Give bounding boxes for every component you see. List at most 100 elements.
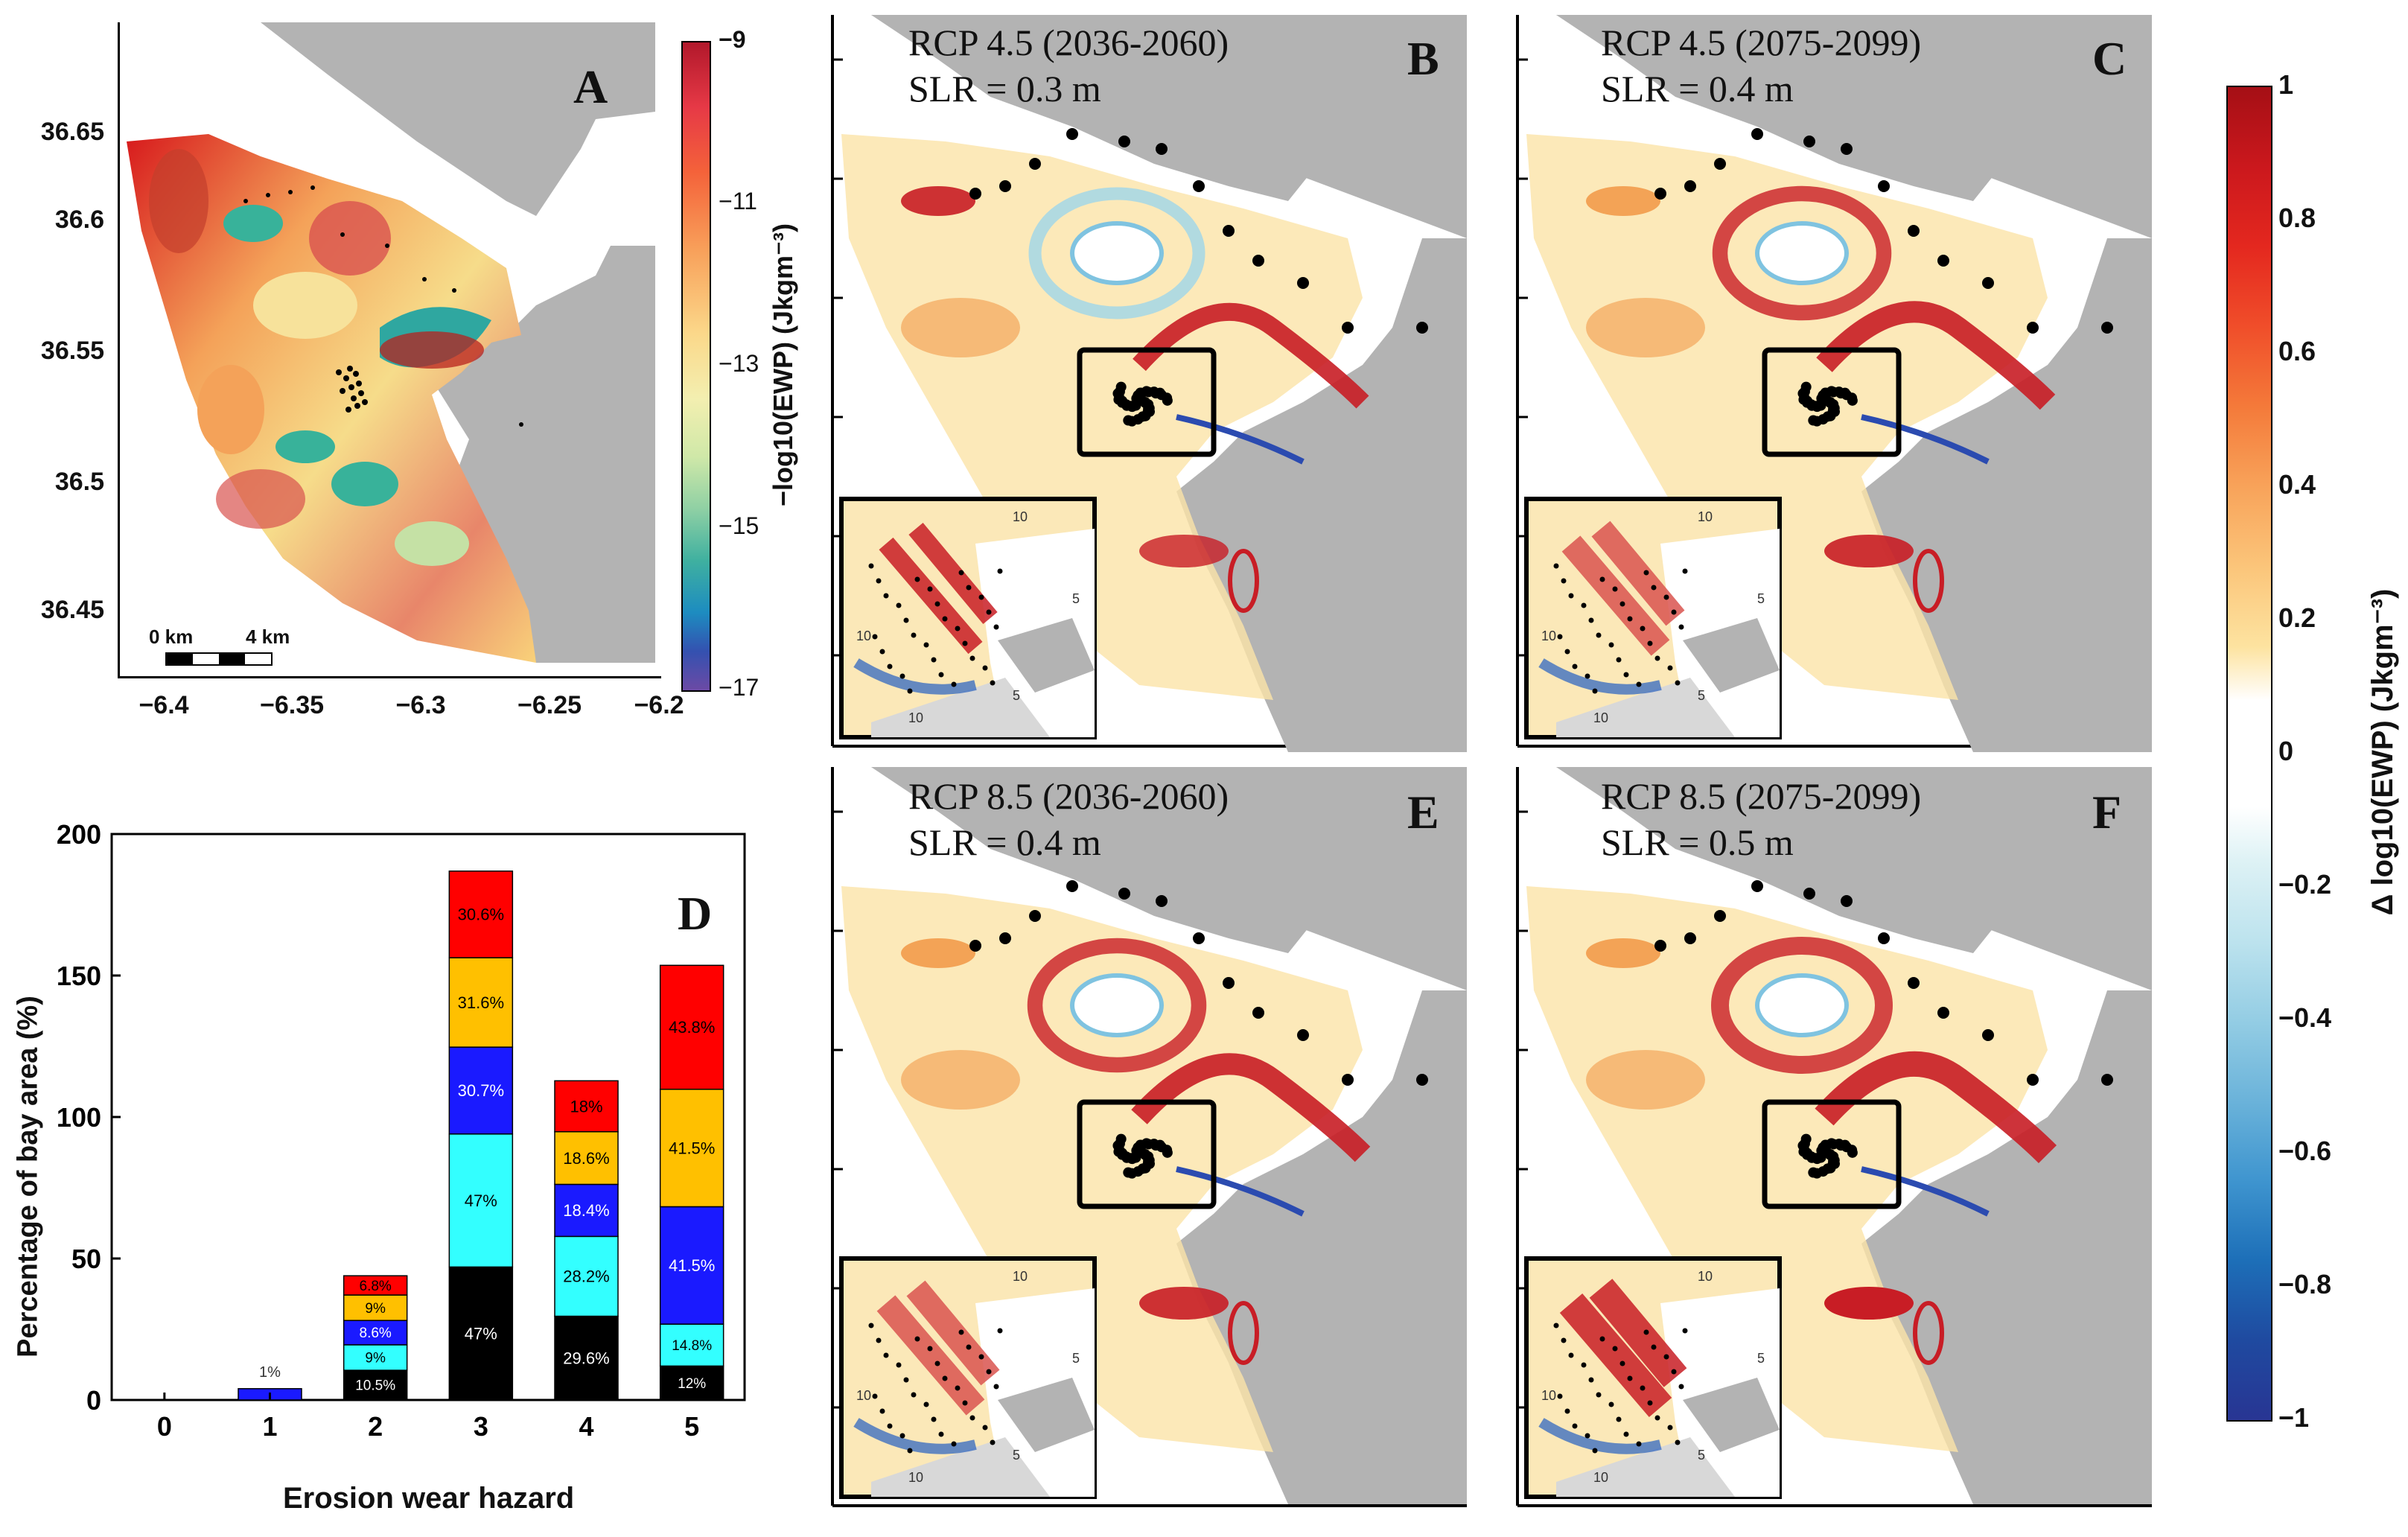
inset-dot [1682,568,1688,574]
inset-dot [986,609,992,615]
inset-dot [942,1375,948,1381]
inset-land [871,678,1050,737]
inset-dot [986,1369,992,1375]
inset-dot [872,1393,878,1399]
colorbar-tick: −11 [719,188,757,214]
bar-segment-black [554,1315,619,1401]
inset-dot [927,586,933,592]
panel-c-map: 10 5 10 5 10 [1516,15,2152,752]
bar-segment-blue [343,1320,408,1346]
colorbar-a [681,41,711,692]
inset-erosion [1538,658,1662,695]
panel-a-y-axis [118,22,120,678]
inset-dot [1654,655,1660,661]
inset-land [998,1378,1095,1452]
inset-dot [969,655,975,661]
site-dot [1342,322,1354,334]
y-tick-label: 150 [57,961,101,991]
cluster-dot [1802,1148,1813,1159]
panel-b-map: 10 5 10 5 10 [831,15,1467,752]
bar-segment-blue [448,1046,514,1135]
patch [1824,535,1914,567]
inset-dot [931,657,937,663]
site-dot [1982,1029,1994,1041]
bar-segment-cyan [659,1323,724,1367]
inset-dot [1608,1401,1614,1407]
bar-data-label: 47% [465,1324,497,1343]
site-dot [1841,895,1853,907]
cluster-dot [1822,1163,1833,1174]
inset: 10 5 10 5 10 [1524,497,1782,739]
inset-dot [962,640,968,646]
site-dot [1908,977,1920,989]
cluster-dot [1822,411,1833,422]
site-dot [1416,322,1428,334]
inset-dot [1640,626,1646,631]
zoom-box [1077,347,1217,457]
inset-dot [1596,1392,1602,1398]
inset-dot [911,632,917,638]
inset: 10 5 10 5 10 [839,1256,1097,1499]
bar-data-label: 31.6% [458,993,504,1012]
site-dot [1684,180,1696,192]
inset-dot [1640,1385,1646,1391]
inset-dot [1608,642,1614,648]
bar-data-label: 18% [570,1097,602,1116]
site-dot [1223,225,1235,237]
inset-dot [1667,665,1673,671]
bar-segment-black [448,1266,514,1401]
slr-label: SLR = 0.5 m [1601,821,1794,863]
panel-a-x-axis [118,676,661,678]
site-dot [1908,225,1920,237]
bar-data-label: 29.6% [563,1349,609,1367]
inset-dot [1568,1352,1574,1358]
delta-colorbar-tick: −0.8 [2278,1269,2332,1299]
y-tick-label: 36.6 [54,206,104,234]
inset-dot [1647,1400,1653,1406]
inset-dot [1616,1416,1622,1422]
site-dot [1223,977,1235,989]
site-dot [1416,1074,1428,1086]
inset-land [871,1437,1050,1497]
cluster-dot [1114,386,1125,397]
inset-dot [1592,1448,1598,1454]
delta-colorbar [2226,86,2272,1422]
bar-segment-cyan [343,1344,408,1371]
y-tick-label: 200 [57,819,101,850]
cluster-dot [1114,1138,1125,1149]
cluster-dot [1117,1148,1128,1159]
site-dot [1714,910,1726,922]
site-dot [1156,143,1168,155]
inset-land [998,618,1095,693]
inset-dot [876,578,882,584]
ring-feature [1712,185,1892,321]
water-field [841,886,1363,1452]
inset-dot [899,673,905,679]
panel-letter: A [573,60,608,113]
contour-label: 10 [1698,509,1713,524]
delta-colorbar-ticks: 1 0.8 0.6 0.4 0.2 0 −0.2 −0.4 −0.6 −0.8 −1 [2278,69,2368,1433]
bar-segment-orange [448,957,514,1048]
ring-feature [1028,187,1205,319]
patch [901,1050,1020,1110]
panel-e-map: 10 5 10 5 10 [831,767,1467,1507]
inset-dot [1581,602,1587,608]
site-dot [1714,158,1726,170]
inset-dot [1572,1423,1578,1429]
x-axis-label: Erosion wear hazard [283,1482,575,1515]
inset-dot [923,1401,929,1407]
scenario-label: RCP 4.5 (2075-2099) [1601,22,1922,63]
scenario-label: RCP 8.5 (2075-2099) [1601,775,1922,817]
channel-erosion [1176,414,1305,465]
x-tick-label: 1 [262,1411,277,1442]
site-dot [1878,932,1890,944]
contour-label: 5 [1013,1448,1020,1463]
inset-dot [1557,634,1563,640]
cluster-dot [1808,415,1819,426]
cluster-dot [1143,404,1154,415]
colorbar-tick: −13 [719,350,759,377]
inset-dot [1663,594,1669,600]
cluster-dot [1150,388,1162,399]
slr-label: SLR = 0.4 m [1601,68,1794,109]
bar-data-label: 10.5% [355,1378,395,1394]
